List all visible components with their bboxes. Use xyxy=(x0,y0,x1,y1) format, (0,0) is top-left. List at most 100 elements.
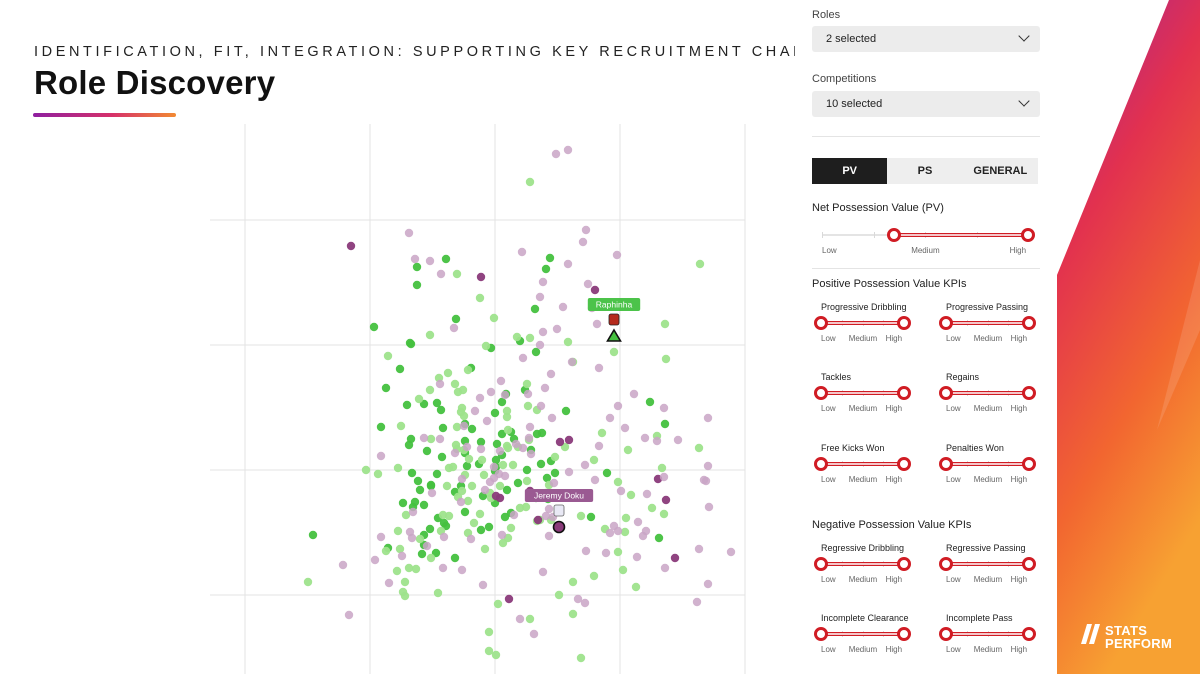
data-point-purple-light[interactable] xyxy=(564,467,574,477)
data-point-purple-light[interactable] xyxy=(500,390,510,400)
data-point-purple-light[interactable] xyxy=(567,357,577,367)
role-scatter-plot[interactable]: Raphinha Jeremy Doku xyxy=(200,124,760,674)
data-point-green-light[interactable] xyxy=(425,385,435,395)
tab-ps[interactable]: PS xyxy=(917,165,933,177)
data-point-green-light[interactable] xyxy=(508,460,518,470)
data-point-purple-light[interactable] xyxy=(482,416,492,426)
data-point-green-dark[interactable] xyxy=(476,437,486,447)
data-point-green-light[interactable] xyxy=(414,394,424,404)
slider-max-handle[interactable] xyxy=(1022,386,1036,400)
data-point-green-light[interactable] xyxy=(426,434,436,444)
data-point-green-dark[interactable] xyxy=(502,485,512,495)
data-point-purple-light[interactable] xyxy=(703,461,713,471)
data-point-green-light[interactable] xyxy=(522,379,532,389)
data-point-green-dark[interactable] xyxy=(492,439,502,449)
data-point-green-light[interactable] xyxy=(609,347,619,357)
highlight-jeremy-doku[interactable]: Jeremy Doku xyxy=(524,489,594,534)
data-point-green-light[interactable] xyxy=(401,510,411,520)
data-point-green-dark[interactable] xyxy=(413,476,423,486)
data-point-green-dark[interactable] xyxy=(537,428,547,438)
data-point-purple-light[interactable] xyxy=(544,531,554,541)
data-point-purple-light[interactable] xyxy=(699,475,709,485)
data-point-purple-light[interactable] xyxy=(524,433,534,443)
slider-max-handle[interactable] xyxy=(897,386,911,400)
data-point-green-light[interactable] xyxy=(457,403,467,413)
slider-min-handle[interactable] xyxy=(939,627,953,641)
data-point-purple-light[interactable] xyxy=(601,548,611,558)
data-point-green-light[interactable] xyxy=(480,544,490,554)
data-point-purple-light[interactable] xyxy=(578,237,588,247)
data-point-green-light[interactable] xyxy=(450,379,460,389)
data-point-purple-light[interactable] xyxy=(478,580,488,590)
data-point-purple-light[interactable] xyxy=(613,526,623,536)
data-point-green-light[interactable] xyxy=(491,650,501,660)
data-point-green-light[interactable] xyxy=(626,490,636,500)
penalties-won-slider[interactable] xyxy=(939,457,1036,471)
data-point-green-light[interactable] xyxy=(522,476,532,486)
data-point-green-light[interactable] xyxy=(550,452,560,462)
roles-dropdown[interactable]: 2 selected xyxy=(812,26,1040,52)
data-point-purple-light[interactable] xyxy=(459,421,469,431)
data-point-green-dark[interactable] xyxy=(419,500,429,510)
data-point-green-light[interactable] xyxy=(425,330,435,340)
slider-max-handle[interactable] xyxy=(1022,557,1036,571)
data-point-purple-light[interactable] xyxy=(704,502,714,512)
data-point-green-dark[interactable] xyxy=(398,498,408,508)
data-point-green-light[interactable] xyxy=(448,462,458,472)
data-point-green-light[interactable] xyxy=(618,565,628,575)
data-point-purple-light[interactable] xyxy=(480,485,490,495)
data-point-purple-light[interactable] xyxy=(462,442,472,452)
data-point-green-light[interactable] xyxy=(621,513,631,523)
data-point-green-dark[interactable] xyxy=(422,446,432,456)
data-point-green-light[interactable] xyxy=(484,646,494,656)
data-point-green-dark[interactable] xyxy=(417,549,427,559)
data-point-purple-light[interactable] xyxy=(613,401,623,411)
data-point-green-light[interactable] xyxy=(452,422,462,432)
data-point-green-light[interactable] xyxy=(498,460,508,470)
data-point-purple-light[interactable] xyxy=(580,460,590,470)
data-point-green-dark[interactable] xyxy=(402,400,412,410)
data-point-purple-light[interactable] xyxy=(518,353,528,363)
data-point-green-light[interactable] xyxy=(568,577,578,587)
data-point-purple-light[interactable] xyxy=(523,389,533,399)
data-point-green-light[interactable] xyxy=(481,341,491,351)
data-point-green-light[interactable] xyxy=(661,354,671,364)
data-point-green-dark[interactable] xyxy=(654,533,664,543)
data-point-green-dark[interactable] xyxy=(450,553,460,563)
data-point-purple-light[interactable] xyxy=(652,436,662,446)
data-point-purple-light[interactable] xyxy=(620,423,630,433)
data-point-green-light[interactable] xyxy=(631,582,641,592)
tab-pv[interactable]: PV xyxy=(812,158,888,184)
data-point-purple-light[interactable] xyxy=(529,629,539,639)
data-point-green-light[interactable] xyxy=(484,627,494,637)
data-point-green-dark[interactable] xyxy=(438,423,448,433)
regressive-dribbling-slider[interactable] xyxy=(814,557,911,571)
data-point-purple-dark[interactable] xyxy=(533,515,543,525)
regains-slider[interactable] xyxy=(939,386,1036,400)
data-point-purple-light[interactable] xyxy=(612,250,622,260)
data-point-purple-light[interactable] xyxy=(410,254,420,264)
data-point-green-light[interactable] xyxy=(395,544,405,554)
data-point-purple-light[interactable] xyxy=(592,319,602,329)
data-point-green-light[interactable] xyxy=(477,455,487,465)
data-point-purple-light[interactable] xyxy=(549,478,559,488)
data-point-green-dark[interactable] xyxy=(660,419,670,429)
data-point-green-light[interactable] xyxy=(568,609,578,619)
data-point-green-dark[interactable] xyxy=(404,440,414,450)
data-point-green-light[interactable] xyxy=(597,428,607,438)
data-point-green-light[interactable] xyxy=(525,177,535,187)
slider-min-handle[interactable] xyxy=(887,228,902,242)
data-point-green-dark[interactable] xyxy=(545,253,555,263)
data-point-green-light[interactable] xyxy=(464,454,474,464)
data-point-purple-light[interactable] xyxy=(538,277,548,287)
data-point-purple-light[interactable] xyxy=(694,544,704,554)
data-point-green-dark[interactable] xyxy=(542,473,552,483)
data-point-purple-light[interactable] xyxy=(466,534,476,544)
data-point-green-light[interactable] xyxy=(503,443,513,453)
data-point-green-dark[interactable] xyxy=(425,524,435,534)
data-point-green-light[interactable] xyxy=(521,502,531,512)
data-point-green-light[interactable] xyxy=(512,332,522,342)
data-point-green-light[interactable] xyxy=(620,527,630,537)
data-point-green-light[interactable] xyxy=(523,401,533,411)
data-point-green-light[interactable] xyxy=(495,481,505,491)
